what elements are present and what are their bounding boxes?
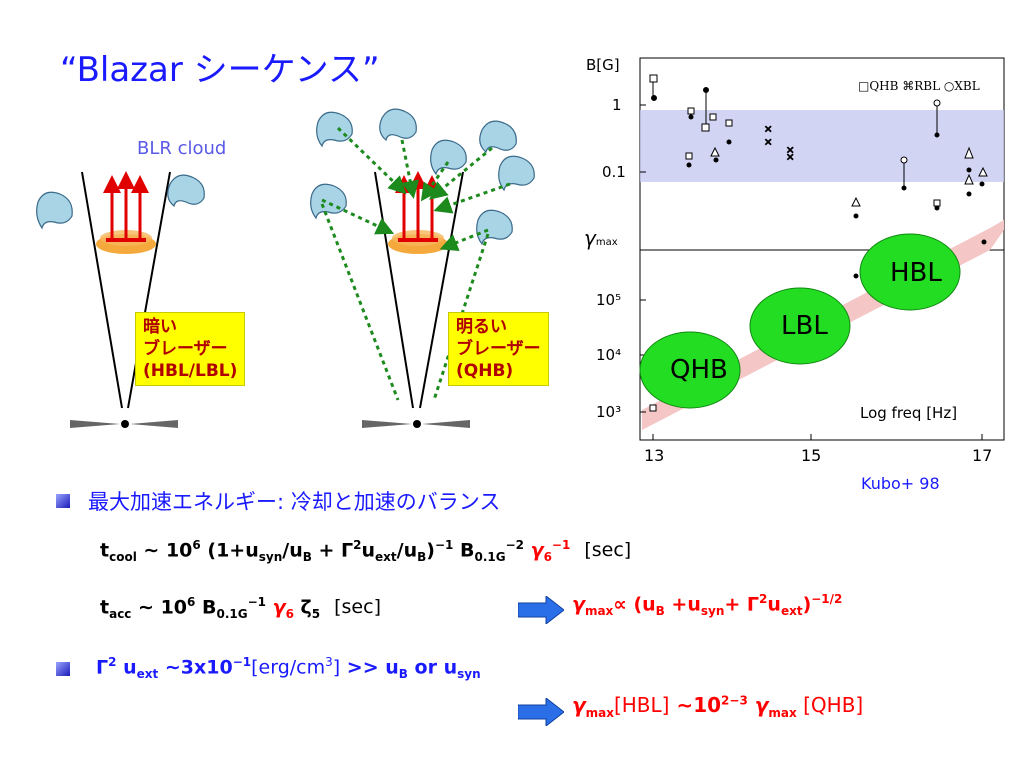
bright-blazar-line: (QHB) (456, 361, 514, 381)
bright-blazar-label: 明るい ブレーザー (QHB) (448, 312, 549, 386)
dark-blazar-line: ブレーザー (143, 339, 228, 359)
bullet-marker (56, 662, 70, 676)
seed-photon-arrows (320, 126, 511, 401)
svg-text:×: × (764, 137, 772, 148)
blr-cloud-icon (476, 209, 513, 246)
top-y-tick: 0.1 (602, 163, 626, 181)
ellipse-label-hbl: HBL (890, 258, 942, 288)
top-y-tick: 1 (612, 96, 622, 114)
dark-blazar-label: 暗い ブレーザー (HBL/LBL) (135, 312, 246, 386)
energy-density-comparison: Γ2 uext ∼3x10−1[erg/cm3] >> uB or usyn (96, 655, 481, 682)
svg-text:×: × (786, 152, 794, 163)
blr-cloud-icon (479, 120, 517, 154)
dark-blazar-line: (HBL/LBL) (143, 361, 238, 381)
bottom-y-tick: 10⁴ (596, 346, 622, 364)
bottom-y-tick: 10⁵ (596, 291, 622, 309)
page-title: “Blazar シーケンス” (60, 50, 380, 90)
gamma-max-proportionality: γmax∝ (uB +usyn+ Γ2uext)−1/2 (572, 592, 843, 619)
bright-blazar-jet (362, 171, 470, 428)
dark-blazar-jet (70, 171, 178, 428)
svg-text:×: × (786, 145, 794, 156)
bottom-y-axis-label: γmax (584, 226, 618, 250)
right-arrow-icon (518, 698, 564, 726)
dark-blazar-line: 暗い (143, 317, 177, 337)
blr-cloud-label: BLR cloud (137, 138, 227, 159)
gamma-max-ratio: γmax[HBL] ∼102−3 γmax [QHB] (572, 693, 864, 720)
right-arrow-icon (518, 596, 564, 624)
bright-blazar-line: 明るい (456, 317, 507, 337)
acceleration-time-equation: tacc ∼ 106 B0.1G−1 γ6 ζ5 [sec] (100, 595, 381, 622)
ellipse-label-lbl: LBL (781, 311, 828, 341)
plot-legend: □QHB ⌘RBL ○XBL (858, 79, 980, 93)
bottom-y-tick: 10³ (596, 403, 622, 421)
blr-cloud-icon (36, 191, 73, 230)
x-axis-label: Log freq [Hz] (860, 404, 958, 422)
blr-cloud-icon (310, 183, 347, 220)
x-tick: 15 (801, 446, 822, 465)
ellipse-label-qhb: QHB (670, 355, 728, 385)
blr-cloud-icon (316, 111, 353, 148)
bright-blazar-line: ブレーザー (456, 339, 541, 359)
blr-cloud-icon (167, 174, 205, 208)
top-y-axis-label: B[G] (586, 56, 620, 74)
blazar-sequence-plot: ×× ×× (639, 57, 1005, 441)
bullet-text: 最大加速エネルギー: 冷却と加速のバランス (88, 490, 501, 514)
plot-credit: Kubo+ 98 (861, 474, 940, 493)
blr-cloud-icon (498, 155, 535, 192)
blazar-diagram (36, 108, 535, 428)
x-tick: 13 (644, 446, 665, 465)
bullet-marker (56, 494, 70, 508)
cooling-time-equation: tcool ∼ 106 (1+usyn/uB + Γ2uext/uB)−1 B0… (100, 538, 632, 565)
blr-cloud-icon (430, 139, 467, 176)
blr-cloud-icon (379, 108, 417, 142)
svg-text:×: × (764, 124, 772, 135)
x-tick: 17 (972, 446, 993, 465)
